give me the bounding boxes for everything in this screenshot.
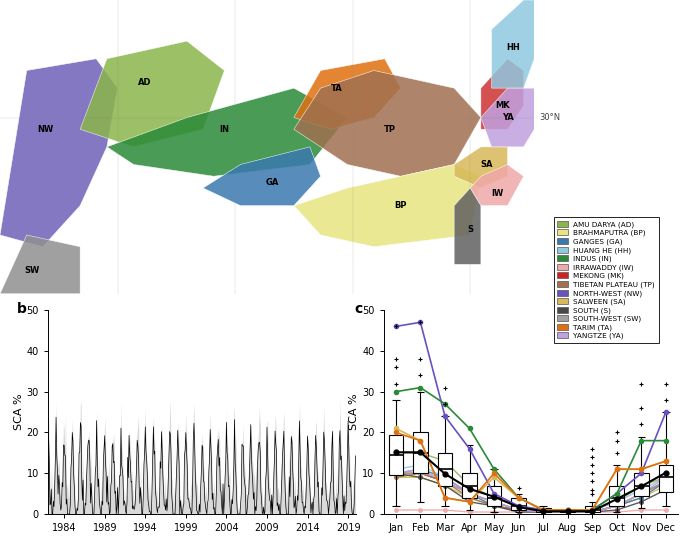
Text: SW: SW (25, 266, 40, 275)
Text: MK: MK (495, 101, 510, 110)
Polygon shape (107, 88, 347, 176)
Legend: AMU DARYA (AD), BRAHMAPUTRA (BP), GANGES (GA), HUANG HE (HH), INDUS (IN), IRRAWA: AMU DARYA (AD), BRAHMAPUTRA (BP), GANGES… (554, 217, 658, 343)
Text: 30°N: 30°N (540, 113, 561, 122)
Text: IN: IN (219, 125, 229, 134)
Text: IW: IW (490, 189, 503, 199)
Text: AD: AD (138, 78, 151, 86)
Y-axis label: SCA %: SCA % (14, 394, 24, 430)
Bar (438, 453, 452, 485)
Bar (462, 473, 477, 498)
Polygon shape (454, 147, 508, 188)
Polygon shape (470, 164, 523, 206)
Bar (511, 498, 526, 510)
Bar (536, 508, 551, 512)
Bar (658, 465, 673, 492)
Polygon shape (492, 0, 534, 88)
Text: c: c (354, 302, 362, 316)
Polygon shape (294, 59, 401, 129)
Y-axis label: SCA %: SCA % (349, 394, 360, 430)
Text: TA: TA (331, 84, 342, 92)
Text: GA: GA (266, 178, 279, 187)
Polygon shape (294, 71, 481, 176)
Polygon shape (80, 41, 225, 147)
Text: YA: YA (501, 113, 514, 122)
Bar (585, 506, 599, 512)
Bar (560, 510, 575, 512)
Text: SA: SA (480, 160, 493, 169)
Bar (486, 485, 501, 506)
Bar (610, 485, 624, 506)
Polygon shape (454, 188, 481, 264)
Bar (388, 435, 403, 475)
Text: TP: TP (384, 125, 396, 134)
Text: S: S (467, 225, 473, 233)
Polygon shape (481, 59, 523, 129)
Polygon shape (294, 164, 481, 247)
Bar (634, 473, 649, 496)
Text: BP: BP (395, 201, 407, 210)
Polygon shape (481, 88, 534, 147)
Text: b: b (17, 302, 27, 316)
Polygon shape (0, 235, 80, 294)
Polygon shape (0, 59, 118, 247)
Text: HH: HH (506, 42, 520, 52)
Text: NW: NW (37, 125, 53, 134)
Bar (413, 432, 427, 473)
Polygon shape (203, 147, 321, 206)
